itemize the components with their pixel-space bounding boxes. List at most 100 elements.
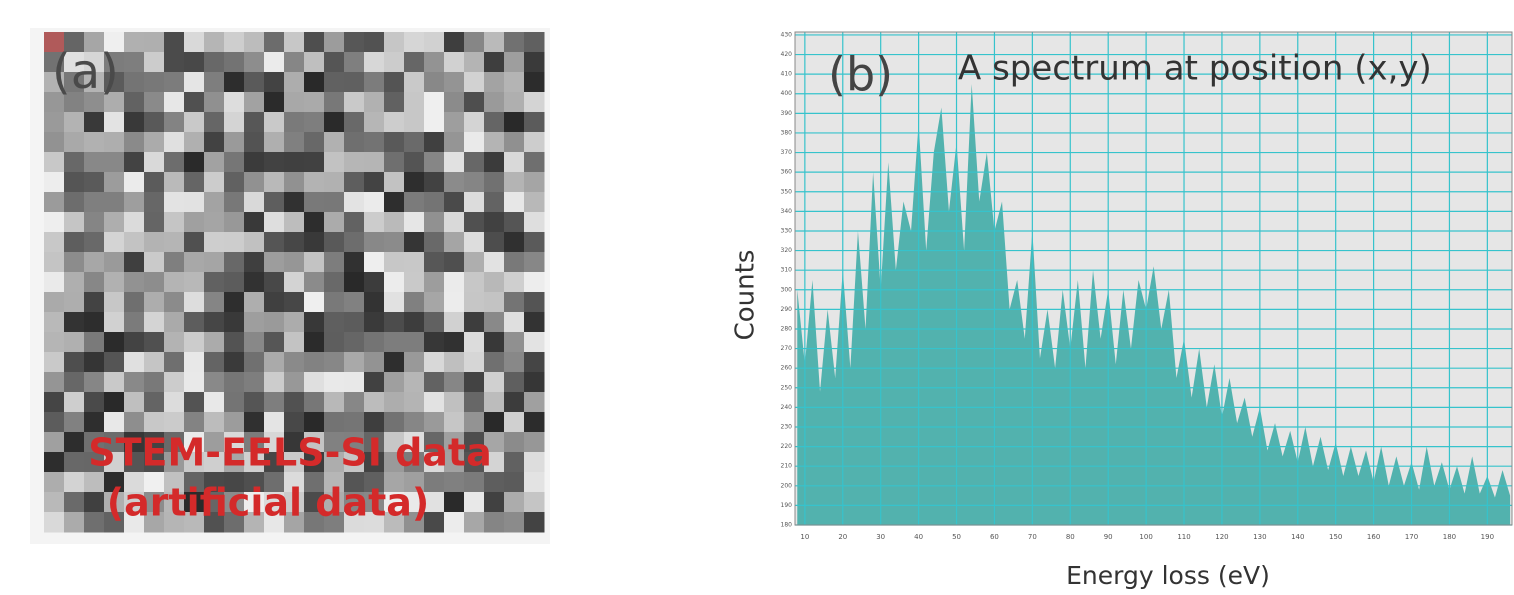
pixel	[304, 252, 325, 273]
pixel	[144, 72, 165, 93]
x-tick-label: 140	[1291, 533, 1304, 541]
x-tick-label: 180	[1443, 533, 1456, 541]
pixel	[444, 32, 465, 53]
pixel	[364, 272, 385, 293]
pixel	[144, 412, 165, 433]
pixel	[164, 112, 185, 133]
pixel	[484, 132, 505, 153]
pixel	[364, 152, 385, 173]
pixel	[84, 352, 105, 373]
pixel	[204, 192, 225, 213]
x-tick-label: 10	[800, 533, 809, 541]
pixel	[344, 272, 365, 293]
pixel	[384, 272, 405, 293]
pixel	[524, 272, 545, 293]
pixel	[384, 252, 405, 273]
pixel	[64, 372, 85, 393]
pixel	[464, 32, 485, 53]
pixel	[184, 112, 205, 133]
pixel	[484, 112, 505, 133]
pixel	[424, 332, 445, 353]
pixel	[524, 112, 545, 133]
pixel	[224, 212, 245, 233]
pixel	[444, 152, 465, 173]
pixel	[204, 372, 225, 393]
pixel	[64, 392, 85, 413]
pixel	[324, 412, 345, 433]
pixel	[164, 332, 185, 353]
y-tick-label: 310	[781, 267, 793, 274]
pixel	[264, 272, 285, 293]
pixel	[104, 112, 125, 133]
pixel	[424, 152, 445, 173]
pixel	[524, 72, 545, 93]
caption: (artificial data)	[107, 481, 430, 525]
pixel	[524, 312, 545, 333]
pixel	[364, 172, 385, 193]
pixel	[524, 212, 545, 233]
pixel	[364, 372, 385, 393]
pixel	[184, 272, 205, 293]
pixel	[304, 332, 325, 353]
pixel	[264, 312, 285, 333]
pixel	[464, 492, 485, 513]
pixel	[204, 92, 225, 113]
pixel	[424, 272, 445, 293]
pixel	[124, 392, 145, 413]
y-tick-label: 330	[781, 227, 793, 234]
pixel	[244, 212, 265, 233]
pixel	[264, 112, 285, 133]
pixel	[224, 32, 245, 53]
pixel	[344, 52, 365, 73]
pixel	[284, 332, 305, 353]
pixel	[324, 152, 345, 173]
pixel	[104, 372, 125, 393]
pixel	[384, 152, 405, 173]
pixel	[224, 292, 245, 313]
y-tick-label: 380	[781, 129, 793, 136]
pixel	[444, 172, 465, 193]
pixel	[224, 52, 245, 73]
pixel	[144, 272, 165, 293]
pixel	[384, 412, 405, 433]
pixel	[444, 72, 465, 93]
pixel	[244, 252, 265, 273]
pixel	[524, 32, 545, 53]
pixel	[364, 52, 385, 73]
pixel	[104, 272, 125, 293]
pixel	[444, 272, 465, 293]
pixel	[324, 312, 345, 333]
pixel	[484, 392, 505, 413]
pixel	[324, 232, 345, 253]
pixel	[504, 72, 525, 93]
pixel	[64, 472, 85, 493]
pixel	[344, 392, 365, 413]
pixel	[44, 152, 65, 173]
pixel	[364, 332, 385, 353]
pixel	[484, 52, 505, 73]
pixel	[344, 252, 365, 273]
pixel	[124, 312, 145, 333]
pixel	[224, 172, 245, 193]
pixel	[144, 112, 165, 133]
pixel	[424, 232, 445, 253]
pixel	[264, 352, 285, 373]
pixel	[204, 392, 225, 413]
pixel	[524, 372, 545, 393]
pixel	[364, 212, 385, 233]
pixel	[224, 392, 245, 413]
pixel	[504, 352, 525, 373]
pixel	[44, 472, 65, 493]
y-tick-label: 430	[781, 31, 793, 38]
pixel	[504, 232, 525, 253]
pixel	[184, 412, 205, 433]
pixel	[484, 92, 505, 113]
pixel	[364, 392, 385, 413]
pixel	[524, 252, 545, 273]
pixel	[84, 112, 105, 133]
pixel	[144, 132, 165, 153]
y-tick-label: 350	[781, 188, 793, 195]
pixel	[464, 132, 485, 153]
pixel	[244, 52, 265, 73]
pixel	[284, 272, 305, 293]
